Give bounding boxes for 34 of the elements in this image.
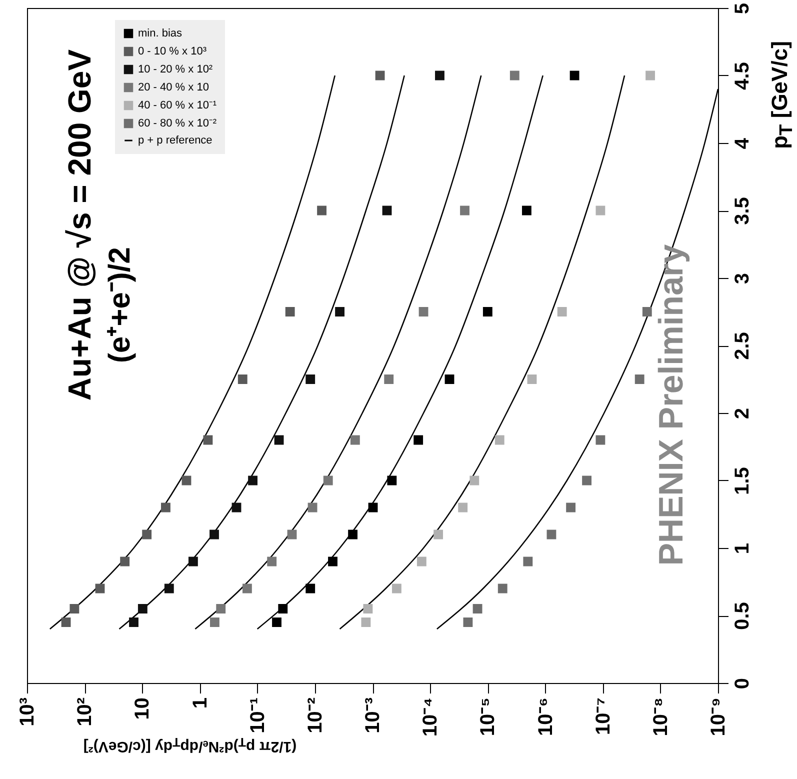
x-tick-label: 10⁻² [304,697,326,734]
x-tick-label: 10⁻¹ [246,697,269,734]
y-tick-label: 2.5 [732,332,754,360]
x-tick-label: 10⁻⁴ [420,698,442,737]
y-tick-label: 1 [732,542,754,554]
x-tick-label: 10⁻⁶ [534,698,557,736]
legend-label: min. bias [138,28,183,40]
legend-label: 10 - 20 % x 10² [138,64,213,76]
x-tick-label: 10⁻⁹ [708,698,730,736]
annotation: (e⁺+e⁻)/2 [102,247,138,363]
x-tick-label: 10⁻³ [362,697,384,734]
y-tick-label: 1.5 [732,467,754,495]
x-tick-label: 10 [132,698,154,720]
y-tick-label: 3.5 [732,197,754,225]
y-tick-label: 4 [732,137,754,150]
x-tick-label: 10⁻⁸ [650,698,672,736]
legend-label: 20 - 40 % x 10 [138,82,209,94]
y-tick-label: 2 [732,408,754,420]
legend-label: 40 - 60 % x 10⁻¹ [138,100,217,112]
legend-label: 60 - 80 % x 10⁻² [138,118,217,130]
y-tick-label: 3 [732,272,754,284]
y-tick-label: 0 [732,678,754,690]
y-tick-label: 0.5 [732,602,754,630]
x-tick-label: 10⁻⁵ [477,698,500,736]
y-tick-label: 4.5 [732,62,754,90]
x-tick-label: 10³ [16,697,38,726]
annotation: Au+Au @ √s = 200 GeV [62,49,98,401]
x-tick-label: 1 [189,698,212,709]
annotation: PHENIX Preliminary [652,244,692,566]
x-tick-label: 10⁻⁷ [592,698,614,735]
y-tick-label: 5 [732,2,754,14]
x-tick-label: 10² [74,697,96,726]
legend-label: p + p reference [138,134,212,146]
legend-label: 0 - 10 % x 10³ [138,46,207,58]
